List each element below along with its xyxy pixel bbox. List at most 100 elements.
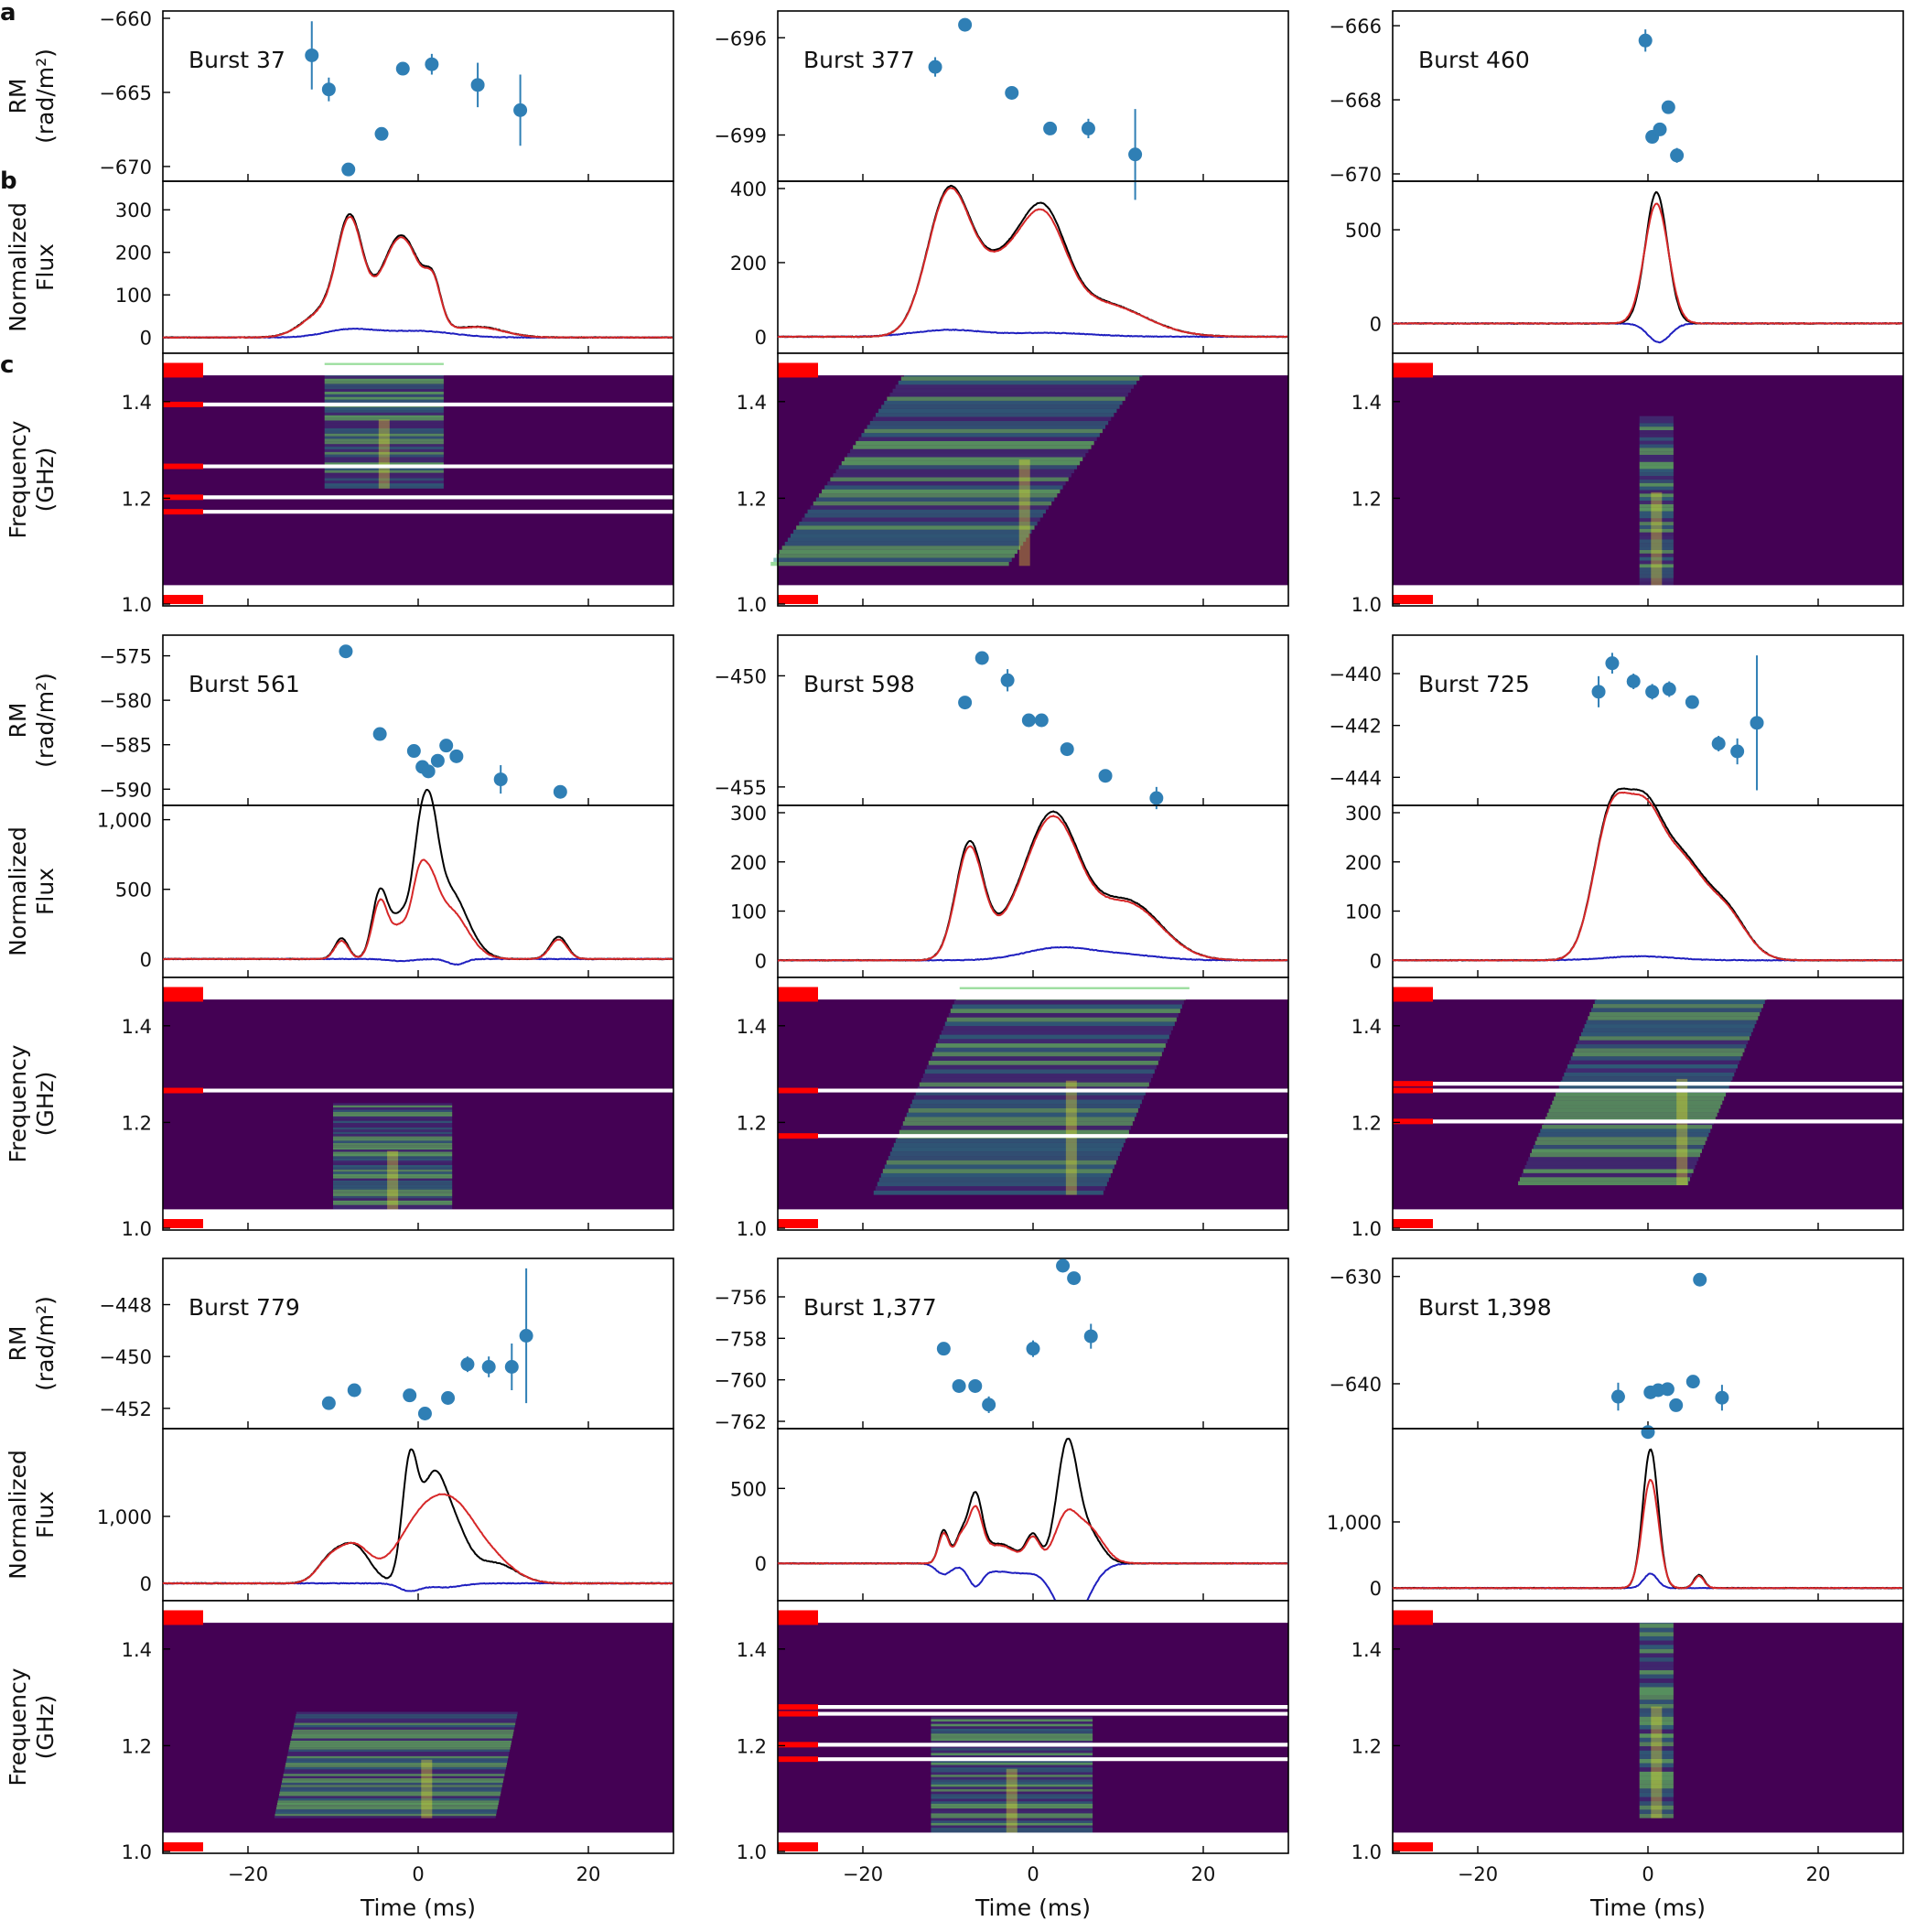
rm-point <box>958 17 973 32</box>
freq-ytick-label: 1.4 <box>737 1639 767 1661</box>
dynspec-band <box>284 1771 505 1775</box>
dynspec-band <box>931 1798 1093 1802</box>
dynspec-band <box>931 1745 1093 1749</box>
rm-ytick-label: −762 <box>714 1411 767 1433</box>
dynspec-band <box>324 362 444 366</box>
rm-point <box>1591 685 1606 699</box>
freq-ytick-label: 1.4 <box>1351 392 1382 414</box>
dynspec-band <box>1556 1092 1727 1097</box>
rm-point <box>421 764 436 779</box>
dynspec-band <box>280 1786 502 1790</box>
rm-point <box>1660 1382 1674 1397</box>
dynspec-band <box>333 1171 453 1174</box>
dynspec-band <box>931 1775 1093 1777</box>
freq-ytick-label: 1.0 <box>1351 1841 1382 1863</box>
dynspec-band <box>1639 490 1674 494</box>
dynspec-band <box>1639 503 1674 508</box>
dynspec-band <box>931 1796 1093 1799</box>
dynspec-band <box>787 537 1027 542</box>
rm-point <box>952 1378 966 1393</box>
dynspec-band <box>291 1733 513 1737</box>
dynspec-band <box>1519 1177 1690 1182</box>
dynspec-band <box>946 1017 1177 1022</box>
dynspec-band <box>939 1034 1169 1040</box>
dynspec-band <box>1574 1048 1745 1052</box>
dynspec-band <box>1639 1666 1674 1670</box>
dynspec-band <box>884 1164 1115 1170</box>
dynspec-band <box>850 448 1089 454</box>
dynspec-band <box>872 416 1112 421</box>
dynspec-band <box>1639 416 1674 420</box>
dynspec-band <box>1639 433 1674 437</box>
linear-flux-line <box>777 1505 1288 1565</box>
dynspec-band <box>275 1811 497 1814</box>
dynspec-band <box>1591 1008 1762 1012</box>
dynspec-band <box>900 376 1140 381</box>
dynspec-band <box>1639 560 1674 565</box>
dynspec-band <box>931 1786 1093 1789</box>
time-xtick-label: 0 <box>1027 1863 1039 1885</box>
dynspec-bottom-strip <box>163 585 673 604</box>
dynspec-band <box>295 1716 517 1719</box>
dynspec-band <box>275 1808 498 1812</box>
dynspec-band <box>1639 437 1674 441</box>
dynspec-band <box>1526 1160 1697 1166</box>
dynspec-band <box>1546 1112 1718 1117</box>
linear-flux-line <box>1392 202 1903 325</box>
total-flux-line <box>162 212 673 340</box>
dynspec-band <box>913 1095 1144 1100</box>
flux-axis-label: Normalized Flux <box>5 1450 59 1580</box>
rm-point <box>928 59 942 74</box>
dynspec-band <box>1580 1031 1751 1037</box>
rm-ytick-label: −660 <box>99 8 152 30</box>
freq-ytick-label: 1.2 <box>737 488 767 510</box>
rm-point <box>403 1388 417 1403</box>
flag-marker <box>163 401 203 407</box>
dynspec-band <box>931 1822 1093 1826</box>
rm-axis-label: RM (rad/m²) <box>5 49 59 144</box>
dynspec-band <box>781 545 1021 550</box>
dynspec-band <box>838 465 1078 470</box>
rm-point <box>1645 685 1660 699</box>
dynspec-band <box>285 1763 507 1765</box>
dynspec-band <box>275 1813 497 1817</box>
flag-marker <box>1393 1610 1433 1625</box>
dynspec-band <box>928 1060 1158 1065</box>
freq-axis-label-line2: (GHz) <box>32 1072 59 1137</box>
dynspec-band <box>1639 567 1674 572</box>
dynspec-band <box>1639 564 1674 568</box>
burst-panel-4: −575 −580 −585 −590 Burst 561 0 500 1,000 1.0 1.2… <box>5 634 674 1240</box>
rm-ytick-label: −699 <box>714 125 767 147</box>
dynspec-band <box>333 1111 453 1115</box>
flux-ytick-label: 200 <box>1345 852 1382 874</box>
dynspec-band <box>296 1711 518 1714</box>
freq-ytick-label: 1.2 <box>122 1735 152 1757</box>
dynspec-band <box>1639 493 1674 498</box>
dynspec-band <box>931 1723 1093 1727</box>
dynspec-band <box>827 480 1066 486</box>
dynspec-band <box>889 393 1128 397</box>
dynspec-band <box>1554 1096 1725 1101</box>
dynspec-band <box>333 1105 453 1108</box>
dynspec-band <box>1639 522 1674 525</box>
dynspec-band <box>922 1074 1153 1078</box>
dynspec-band <box>1639 1754 1674 1759</box>
dynspec-band <box>1639 479 1674 483</box>
dynspec-band <box>333 1147 453 1150</box>
dynspec-band <box>324 381 444 384</box>
rm-point <box>1000 673 1015 687</box>
linear-flux-line <box>162 215 673 340</box>
linear-flux-line <box>1392 791 1903 962</box>
dynspec-band <box>324 423 444 426</box>
dynspec-band <box>1639 1771 1674 1776</box>
time-xtick-label: −20 <box>228 1863 268 1885</box>
dynspec-band <box>333 1203 453 1205</box>
flux-ytick-label: 300 <box>1345 803 1382 825</box>
dynspec-band <box>1639 553 1674 557</box>
dynspec-band <box>853 445 1092 449</box>
time-xtick-label: 0 <box>412 1863 424 1885</box>
dynspec-band <box>289 1744 511 1748</box>
dynspec-band <box>1639 476 1674 480</box>
dynspec-band <box>1639 1758 1674 1764</box>
dynspec-band <box>1639 549 1674 554</box>
